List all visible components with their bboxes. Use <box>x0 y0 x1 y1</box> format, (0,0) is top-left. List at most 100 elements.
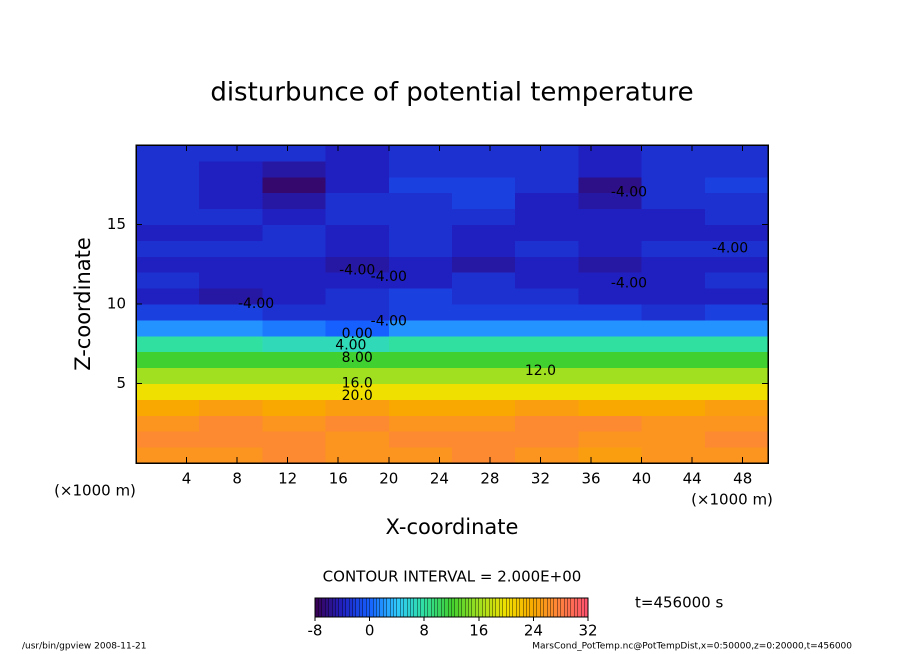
cell <box>578 160 643 178</box>
cell <box>325 288 390 305</box>
cell <box>199 431 263 448</box>
cell <box>325 431 390 448</box>
cell <box>452 447 516 464</box>
cell <box>452 383 516 400</box>
colorbar-stripe <box>410 598 414 617</box>
cell <box>325 272 390 289</box>
cell <box>388 351 453 369</box>
cell <box>641 415 706 432</box>
cell <box>704 367 769 384</box>
x-tick-label: 40 <box>632 470 651 488</box>
cell <box>388 415 453 432</box>
cell <box>578 399 643 416</box>
chart-title: disturbunce of potential temperature <box>210 78 693 108</box>
cell <box>136 145 200 162</box>
colorbar-stripe <box>547 598 551 617</box>
colorbar-stripe <box>471 598 476 617</box>
x-tick-label: 44 <box>683 470 702 488</box>
cell <box>452 335 516 353</box>
y-tick-label: 10 <box>107 295 126 313</box>
cell <box>388 224 453 241</box>
colorbar-stripe <box>321 598 326 617</box>
colorbar-stripe <box>369 598 374 617</box>
cell <box>641 145 706 162</box>
cell <box>199 304 263 321</box>
contour-label: -4.00 <box>339 263 375 279</box>
colorbar-stripe <box>315 598 319 617</box>
cell <box>136 319 200 337</box>
cell <box>641 224 706 241</box>
colorbar-stripe <box>499 598 503 617</box>
y-tick-label: 5 <box>116 374 126 392</box>
colorbar-stripe <box>407 598 411 617</box>
cell <box>388 304 453 321</box>
cell <box>136 351 200 369</box>
cell <box>199 176 263 194</box>
cell <box>262 208 327 225</box>
colorbar-stripe <box>431 598 435 617</box>
cell <box>704 351 769 369</box>
cell <box>515 431 579 448</box>
cell <box>578 176 643 194</box>
cell <box>199 415 263 432</box>
colorbar-stripe <box>489 598 493 617</box>
contour-label: -4.00 <box>371 313 407 329</box>
cell <box>136 415 200 432</box>
cell <box>452 272 516 289</box>
cell <box>325 399 390 416</box>
cell <box>515 351 579 369</box>
cell <box>325 367 390 384</box>
cell <box>136 335 200 353</box>
cell <box>388 192 453 210</box>
cell <box>262 319 327 337</box>
cell <box>452 192 516 210</box>
cell <box>136 367 200 384</box>
colorbar-frame <box>314 597 589 618</box>
x-unit: (×1000 m) <box>691 491 773 509</box>
cell <box>452 351 516 369</box>
cell <box>578 431 643 448</box>
cell <box>641 399 706 416</box>
cell <box>704 288 769 305</box>
cell <box>388 367 453 384</box>
contour-label: 12.0 <box>525 363 556 379</box>
cell <box>262 145 327 162</box>
colorbar-stripe <box>434 598 438 617</box>
cell <box>262 304 327 321</box>
cell <box>578 208 643 225</box>
x-tick-label: 20 <box>379 470 398 488</box>
colorbar-stripe <box>386 598 391 617</box>
cell <box>704 240 769 257</box>
cell <box>704 272 769 289</box>
colorbar-stripe <box>352 598 356 617</box>
cell <box>262 415 327 432</box>
colorbar-stripe <box>458 598 462 617</box>
colorbar-stripe <box>349 598 353 617</box>
cell <box>641 351 706 369</box>
colorbar-stripe <box>461 598 466 617</box>
cell <box>199 145 263 162</box>
colorbar-tick-label: 16 <box>469 622 488 640</box>
cell <box>325 176 390 194</box>
cell <box>515 272 579 289</box>
colorbar-stripe <box>413 598 418 617</box>
cell <box>262 224 327 241</box>
cell <box>578 335 643 353</box>
cell <box>704 192 769 210</box>
cell <box>578 319 643 337</box>
cell <box>704 415 769 432</box>
colorbar-stripe <box>540 598 544 617</box>
colorbar-stripe <box>529 598 534 617</box>
colorbar-stripe <box>519 598 524 617</box>
colorbar-stripe <box>560 598 565 617</box>
cell <box>641 256 706 273</box>
cell <box>199 319 263 337</box>
cell <box>325 335 390 353</box>
colorbar-stripe <box>451 598 455 617</box>
cell <box>452 415 516 432</box>
cell <box>578 192 643 210</box>
cell <box>515 224 579 241</box>
cell <box>641 272 706 289</box>
colorbar-stripe <box>335 598 339 617</box>
